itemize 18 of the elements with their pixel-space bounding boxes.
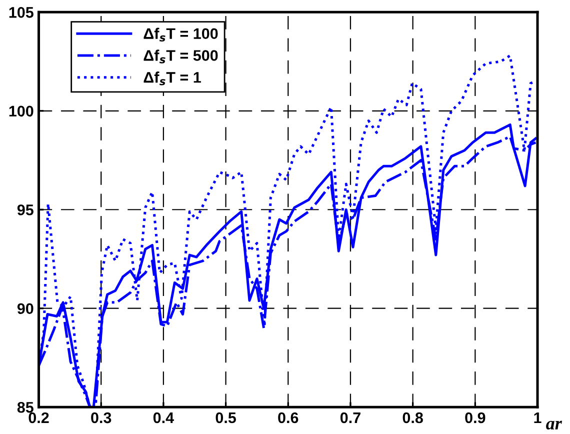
x-tick-label: 0.8 — [402, 412, 423, 424]
legend-label: Δf$_{s}$T = 500 — [144, 50, 218, 64]
x-tick-label: 0.2 — [28, 412, 49, 424]
x-tick-label: 0.9 — [465, 412, 486, 424]
x-tick-label: 0.5 — [216, 412, 236, 424]
legend-label: Δf$_{s}$T = 100 — [144, 28, 218, 42]
x-tick-label: 0.4 — [153, 412, 174, 424]
y-tick-label: 85 — [17, 402, 34, 413]
x-axis-title: ar — [546, 420, 562, 430]
legend-label: Δf$_{s}$T = 1 — [144, 72, 201, 86]
x-tick-label: 0.6 — [278, 412, 298, 424]
x-tick-label: 1 — [534, 412, 542, 424]
y-tick-label: 105 — [9, 7, 34, 18]
y-tick-label: 100 — [9, 106, 34, 117]
x-tick-label: 0.3 — [91, 412, 112, 424]
x-tick-label: 0.7 — [340, 412, 360, 424]
y-tick-label: 90 — [17, 303, 34, 314]
y-tick-label: 95 — [17, 204, 34, 216]
